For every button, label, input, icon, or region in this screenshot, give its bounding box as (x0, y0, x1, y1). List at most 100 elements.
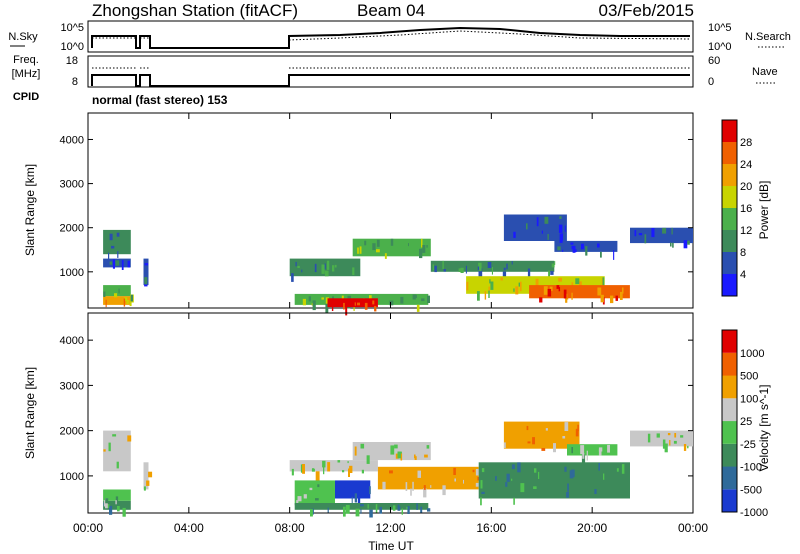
power-gate (389, 300, 394, 306)
power-gate (634, 230, 637, 237)
velocity-gate (375, 504, 378, 513)
power-gate (291, 273, 294, 282)
velocity-gate (401, 508, 403, 515)
velocity-gate (534, 468, 537, 473)
velocity-gate (520, 483, 525, 493)
nsky-panel: N.Sky 10^5 10^0 10^5 10^0 N.Search (8, 20, 791, 53)
velocity-colorbar-swatch (722, 421, 737, 444)
velocity-gate (317, 484, 320, 488)
x-axis: 00:00 04:00 08:00 12:00 16:00 20:00 00:00 (73, 113, 708, 535)
power-gate (297, 265, 300, 268)
power-ytick-label: 1000 (60, 267, 84, 279)
velocity-gate (517, 462, 521, 473)
power-gate (671, 227, 673, 235)
velocity-gate (360, 508, 362, 514)
freq-label: Freq. (13, 54, 39, 66)
velocity-gate (674, 433, 677, 438)
velocity-gate (127, 435, 132, 442)
power-gate (369, 295, 372, 301)
velocity-gate (115, 496, 119, 504)
power-gate (477, 266, 480, 271)
velocity-gate (420, 506, 423, 513)
velocity-gate (337, 460, 341, 463)
velocity-gate (417, 470, 421, 478)
velocity-gate (343, 506, 346, 517)
velocity-gate (527, 441, 531, 444)
power-colorbar-swatch (722, 208, 737, 230)
velocity-gate (407, 506, 410, 514)
power-gate (572, 246, 576, 253)
velocity-gate (662, 439, 666, 449)
power-gate (427, 295, 430, 303)
velocity-gate (412, 481, 414, 491)
velocity-gate (567, 483, 569, 492)
velocity-gate (103, 449, 106, 452)
velocity-ytick-label: 1000 (60, 471, 84, 483)
velocity-colorbar-frame (721, 329, 738, 513)
power-gate (554, 261, 556, 265)
power-gate (562, 249, 564, 252)
nsky-tick-low: 10^0 (60, 41, 84, 53)
power-gate (123, 298, 126, 307)
x-tick-label: 04:00 (174, 521, 204, 535)
velocity-gate (390, 445, 395, 455)
velocity-gate (115, 500, 117, 505)
power-gate (487, 262, 492, 268)
velocity-gate (322, 460, 326, 468)
velocity-colorbar-tick: -100 (740, 462, 762, 474)
power-gate (117, 251, 119, 258)
power-gate (324, 270, 329, 277)
velocity-gate (310, 509, 313, 517)
power-gate (345, 306, 348, 316)
power-gate (308, 296, 311, 302)
velocity-gate (598, 447, 603, 452)
power-gate (575, 278, 580, 285)
power-gate (458, 268, 462, 272)
power-gate (109, 261, 113, 265)
power-colorbar-swatch (722, 120, 737, 142)
velocity-gate (647, 433, 651, 443)
power-colorbar-label: Power [dB] (757, 181, 771, 240)
power-gate (325, 303, 329, 314)
velocity-gate (571, 447, 573, 454)
nsky-label: N.Sky (8, 31, 38, 43)
velocity-gate (582, 453, 585, 459)
velocity-colorbar-tick: 1000 (740, 348, 764, 360)
velocity-gate (427, 508, 431, 512)
power-gate (518, 282, 520, 287)
velocity-gate (389, 470, 393, 474)
velocity-gate (354, 446, 357, 456)
velocity-gate (541, 448, 546, 451)
velocity-gate (342, 470, 345, 473)
power-gate (477, 291, 480, 301)
power-gate (585, 246, 588, 256)
velocity-gate (312, 468, 314, 471)
power-colorbar-swatch (722, 142, 737, 164)
velocity-gate (400, 453, 403, 461)
velocity-colorbar-tick: -25 (740, 439, 756, 451)
velocity-gate (345, 505, 350, 514)
velocity-gate (406, 506, 408, 510)
power-gate (526, 223, 528, 230)
power-gate (364, 302, 368, 310)
velocity-gate (105, 498, 109, 504)
power-gate (400, 296, 404, 304)
power-gate (620, 291, 623, 300)
velocity-gate (366, 455, 370, 464)
velocity-colorbar-swatch (722, 352, 737, 376)
velocity-gate (575, 428, 579, 437)
velocity-gate (394, 444, 398, 449)
power-gate (556, 285, 560, 289)
velocity-gate (424, 454, 428, 458)
velocity-gate (397, 451, 401, 459)
power-gate (343, 302, 345, 310)
velocity-gate (504, 442, 506, 449)
power-gate (359, 246, 362, 254)
velocity-ytick-label: 2000 (60, 426, 84, 438)
power-gate (442, 260, 444, 269)
power-gate (144, 263, 149, 266)
velocity-gate (553, 443, 556, 453)
velocity-gate (598, 449, 602, 456)
power-gate (432, 264, 434, 271)
power-gate (357, 302, 360, 306)
